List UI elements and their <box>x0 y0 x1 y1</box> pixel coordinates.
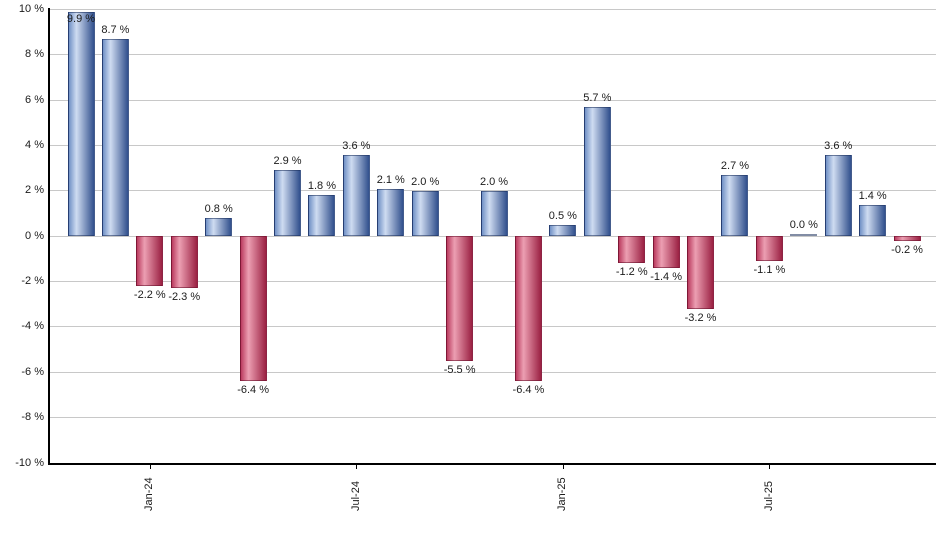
bar-value-label: -0.2 % <box>891 243 923 256</box>
bar-value-label: -1.1 % <box>753 264 786 277</box>
gridline <box>48 326 936 328</box>
bar-aug-25 <box>790 234 818 237</box>
x-tick-label: Jul-24 <box>349 481 362 511</box>
bar-dec-23 <box>101 38 129 237</box>
bar-feb-25 <box>583 107 611 237</box>
bar-nov-25 <box>893 236 921 241</box>
gridline <box>48 99 936 101</box>
bar-value-label: -5.5 % <box>443 363 476 376</box>
gridline <box>48 417 936 419</box>
y-tick-label: 8 % <box>25 48 44 61</box>
y-tick-label: 4 % <box>25 139 44 152</box>
bar-value-label: -2.3 % <box>168 291 201 304</box>
gridline <box>48 54 936 56</box>
bar-dec-24 <box>514 236 542 382</box>
y-tick-label: -4 % <box>21 320 44 333</box>
bar-may-25 <box>687 236 715 309</box>
x-axis-line <box>48 463 936 465</box>
bar-value-label: -6.4 % <box>237 384 269 397</box>
bar-apr-25 <box>652 236 680 268</box>
y-tick-label: 6 % <box>25 93 44 106</box>
x-tick-mark <box>562 463 564 469</box>
y-axis-line <box>48 8 50 465</box>
y-tick-label: -10 % <box>15 456 44 469</box>
bar-value-label: 0.5 % <box>548 209 577 222</box>
y-tick-label: -8 % <box>21 411 44 424</box>
bar-value-label: -1.2 % <box>615 266 648 279</box>
bar-value-label: 0.8 % <box>204 203 233 216</box>
x-tick-label: Jan-24 <box>143 477 156 511</box>
bar-value-label: 2.9 % <box>273 155 302 168</box>
bar-jul-25 <box>755 236 783 262</box>
bar-value-label: 2.0 % <box>411 175 440 188</box>
y-tick-label: -2 % <box>21 275 44 288</box>
y-tick-label: -6 % <box>21 365 44 378</box>
x-tick-mark <box>149 463 151 469</box>
y-tick-label: 10 % <box>18 3 44 15</box>
bar-feb-24 <box>170 236 198 289</box>
x-tick-label: Jul-25 <box>762 481 775 511</box>
x-tick-label: Jan-25 <box>556 477 569 511</box>
bar-jul-24 <box>342 154 370 237</box>
gridline <box>48 9 936 10</box>
bar-value-label: 2.0 % <box>479 175 509 188</box>
bar-value-label: 3.6 % <box>824 139 853 152</box>
x-tick-mark <box>356 463 358 469</box>
bar-value-label: 2.7 % <box>720 160 750 173</box>
gridline <box>48 281 936 283</box>
bar-value-label: 2.1 % <box>376 173 405 186</box>
gridline <box>48 371 936 373</box>
bar-aug-24 <box>377 188 405 237</box>
bar-value-label: 8.7 % <box>101 23 130 36</box>
y-tick-label: 2 % <box>25 184 44 197</box>
bar-value-label: -3.2 % <box>684 311 717 324</box>
bar-jun-25 <box>721 175 749 237</box>
bar-value-label: 5.7 % <box>583 92 612 104</box>
bar-nov-23 <box>67 11 95 237</box>
bar-value-label: 9.9 % <box>66 12 96 25</box>
bar-value-label: 1.4 % <box>858 189 887 202</box>
bar-sep-24 <box>411 190 439 237</box>
bar-oct-24 <box>446 236 474 361</box>
bar-value-label: -2.2 % <box>133 289 166 302</box>
x-tick-mark <box>769 463 771 469</box>
bar-apr-24 <box>239 236 267 382</box>
bar-jun-24 <box>308 195 336 237</box>
gridline <box>48 145 936 147</box>
y-tick-label: 0 % <box>25 229 44 242</box>
bar-jan-25 <box>549 224 577 237</box>
bar-value-label: 0.0 % <box>789 219 818 232</box>
bar-nov-24 <box>480 190 508 237</box>
bar-oct-25 <box>859 204 887 237</box>
bar-value-label: 3.6 % <box>342 139 371 152</box>
bar-mar-25 <box>618 236 646 264</box>
bar-sep-25 <box>824 154 852 237</box>
gridline <box>48 235 936 237</box>
bar-value-label: -6.4 % <box>512 384 545 397</box>
bar-value-label: -1.4 % <box>650 270 683 283</box>
bar-value-label: 1.8 % <box>307 180 336 193</box>
bar-may-24 <box>274 170 302 237</box>
bar-mar-24 <box>205 218 233 237</box>
bar-jan-24 <box>136 236 164 287</box>
